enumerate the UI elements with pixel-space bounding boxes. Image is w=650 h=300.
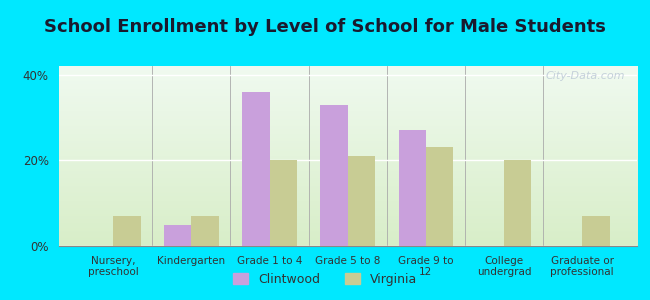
Bar bbox=[191, 216, 219, 246]
Bar bbox=[270, 160, 297, 246]
Text: School Enrollment by Level of School for Male Students: School Enrollment by Level of School for… bbox=[44, 18, 606, 36]
Bar bbox=[113, 216, 140, 246]
Bar bbox=[320, 105, 348, 246]
Bar bbox=[242, 92, 270, 246]
Text: City-Data.com: City-Data.com bbox=[546, 71, 625, 81]
Bar bbox=[582, 216, 610, 246]
Bar bbox=[398, 130, 426, 246]
Bar bbox=[348, 156, 375, 246]
Bar bbox=[164, 225, 191, 246]
Bar bbox=[426, 147, 453, 246]
Legend: Clintwood, Virginia: Clintwood, Virginia bbox=[228, 268, 422, 291]
Bar bbox=[504, 160, 532, 246]
